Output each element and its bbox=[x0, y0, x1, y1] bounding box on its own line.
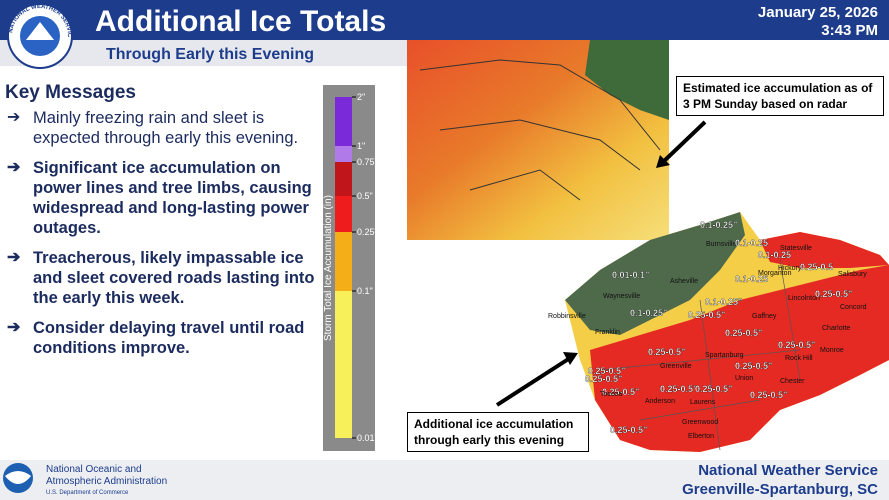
range-label: 0.1-0.25" bbox=[700, 220, 737, 230]
city-label: Laurens bbox=[690, 399, 716, 406]
city-label: Elberton bbox=[688, 433, 714, 440]
office-line: Greenville-Spartanburg, SC bbox=[682, 481, 878, 498]
colorbar-label: 0.5" bbox=[357, 191, 373, 201]
colorbar-label: 0.75" bbox=[357, 157, 378, 167]
range-label: 0.25-0.5" bbox=[585, 374, 622, 384]
noaa-logo-mark bbox=[5, 471, 31, 484]
key-messages: Key Messages Mainly freezing rain and sl… bbox=[5, 82, 320, 368]
city-label: Morganton bbox=[758, 270, 792, 277]
radar-no-ice bbox=[585, 40, 669, 120]
colorbar-label: 0.25" bbox=[357, 227, 378, 237]
city-label: Spartanburg bbox=[705, 352, 744, 359]
range-label: 0.25-0.5" bbox=[695, 384, 732, 394]
legend-title: Storm Total Ice Accumulation (in) bbox=[323, 195, 334, 341]
colorbar-label: 0.1" bbox=[357, 286, 373, 296]
range-label: 0.25-0.5" bbox=[588, 366, 625, 376]
forecast-arrow bbox=[495, 356, 572, 407]
radar-arrow bbox=[660, 120, 707, 165]
range-label: 0.25-0.5" bbox=[778, 340, 815, 350]
subtitle: Through Early this Evening bbox=[106, 46, 314, 63]
range-label: 0.25-0.5" bbox=[610, 425, 647, 435]
city-label: Chester bbox=[780, 378, 805, 385]
city-label: Greenville bbox=[660, 363, 692, 370]
city-label: Burnsville bbox=[706, 241, 736, 248]
colorbar-segment bbox=[335, 162, 352, 196]
colorbar: 2" 1" 0.75" 0.5" 0.25" 0.1" 0.01" bbox=[335, 92, 378, 443]
date: January 25, 2026 bbox=[758, 4, 878, 21]
radar-callout: Estimated ice accumulation as of 3 PM Su… bbox=[676, 76, 884, 116]
range-label: 0.25-0.5" bbox=[815, 289, 852, 299]
forecast-high bbox=[590, 265, 889, 452]
city-label: Asheville bbox=[670, 278, 698, 285]
city-label: Statesville bbox=[780, 245, 812, 252]
office-line: National Weather Service bbox=[698, 462, 878, 479]
agency-line: National Oceanic and bbox=[46, 464, 142, 475]
forecast-callout: Additional ice accumulation through earl… bbox=[407, 412, 589, 452]
colorbar-label: 0.01" bbox=[357, 433, 378, 443]
colorbar-segment bbox=[335, 97, 352, 146]
forecast-low bbox=[565, 212, 745, 335]
range-label: 0.25-0.5 bbox=[800, 262, 833, 272]
colorbar-segment bbox=[335, 232, 352, 291]
title: Additional Ice Totals bbox=[95, 5, 386, 38]
nws-logo-mark bbox=[26, 22, 54, 40]
range-label: 0.25-0.5" bbox=[648, 347, 685, 357]
range-label: 0.25-0.5" bbox=[750, 390, 787, 400]
city-label: Monroe bbox=[820, 347, 844, 354]
city-label: Lincolnton bbox=[788, 295, 820, 302]
city-label: Toccoa bbox=[600, 391, 622, 398]
range-label: 0.1-0.25" bbox=[630, 308, 667, 318]
range-label: 0.1-0.25" bbox=[705, 297, 742, 307]
colorbar-segment bbox=[335, 146, 352, 162]
city-label: Hickory bbox=[778, 265, 802, 272]
forecast-high-north bbox=[760, 232, 889, 268]
city-label: Charlotte bbox=[822, 325, 851, 332]
city-label: Union bbox=[735, 375, 753, 382]
city-label: Gaffney bbox=[752, 313, 777, 320]
range-label: 0.25-0.5" bbox=[602, 387, 639, 397]
range-label: 0.1-0.25 bbox=[735, 274, 768, 284]
agency-line: U.S. Department of Commerce bbox=[46, 490, 129, 496]
message: Mainly freezing rain and sleet is expect… bbox=[5, 108, 320, 148]
time: 3:43 PM bbox=[821, 22, 878, 39]
footer bbox=[0, 460, 889, 500]
colorbar-segment bbox=[335, 196, 352, 232]
date-bar bbox=[720, 0, 889, 40]
key-messages-heading: Key Messages bbox=[5, 82, 136, 103]
city-label: Waynesville bbox=[603, 293, 640, 300]
range-label: 0.25-0.5" bbox=[688, 310, 725, 320]
agency-line: Atmospheric Administration bbox=[46, 476, 167, 487]
city-label: Greenwood bbox=[682, 419, 718, 426]
city-label: Robbinsville bbox=[548, 313, 586, 320]
colorbar-segment bbox=[335, 291, 352, 438]
colorbar-label: 1" bbox=[357, 141, 365, 151]
key-messages-list: Mainly freezing rain and sleet is expect… bbox=[5, 108, 320, 358]
message: Significant ice accumulation on power li… bbox=[5, 158, 320, 238]
forecast-arrowhead bbox=[563, 352, 578, 365]
range-label: 0.1-0.25 bbox=[758, 250, 791, 260]
range-label: 0.25-0.5" bbox=[660, 384, 697, 394]
range-label: 0.25-0.5" bbox=[735, 361, 772, 371]
range-label: 0.01-0.1" bbox=[612, 270, 649, 280]
message: Consider delaying travel until road cond… bbox=[5, 318, 320, 358]
radar-arrowhead bbox=[656, 155, 670, 168]
city-label: Salisbury bbox=[838, 271, 867, 278]
city-label: Franklin bbox=[595, 329, 620, 336]
city-label: Anderson bbox=[645, 398, 675, 405]
range-label: 0.1-0.25 bbox=[735, 238, 768, 248]
county-lines bbox=[599, 259, 801, 451]
range-label: 0.25-0.5" bbox=[725, 328, 762, 338]
colorbar-label: 2" bbox=[357, 92, 365, 102]
city-label: Rock Hill bbox=[785, 355, 813, 362]
radar-borders bbox=[419, 59, 661, 201]
map-labels: 0.1-0.25"Burnsville0.1-0.250.1-0.250.01-… bbox=[548, 220, 867, 440]
message: Treacherous, likely impassable ice and s… bbox=[5, 248, 320, 308]
city-label: Concord bbox=[840, 304, 867, 311]
